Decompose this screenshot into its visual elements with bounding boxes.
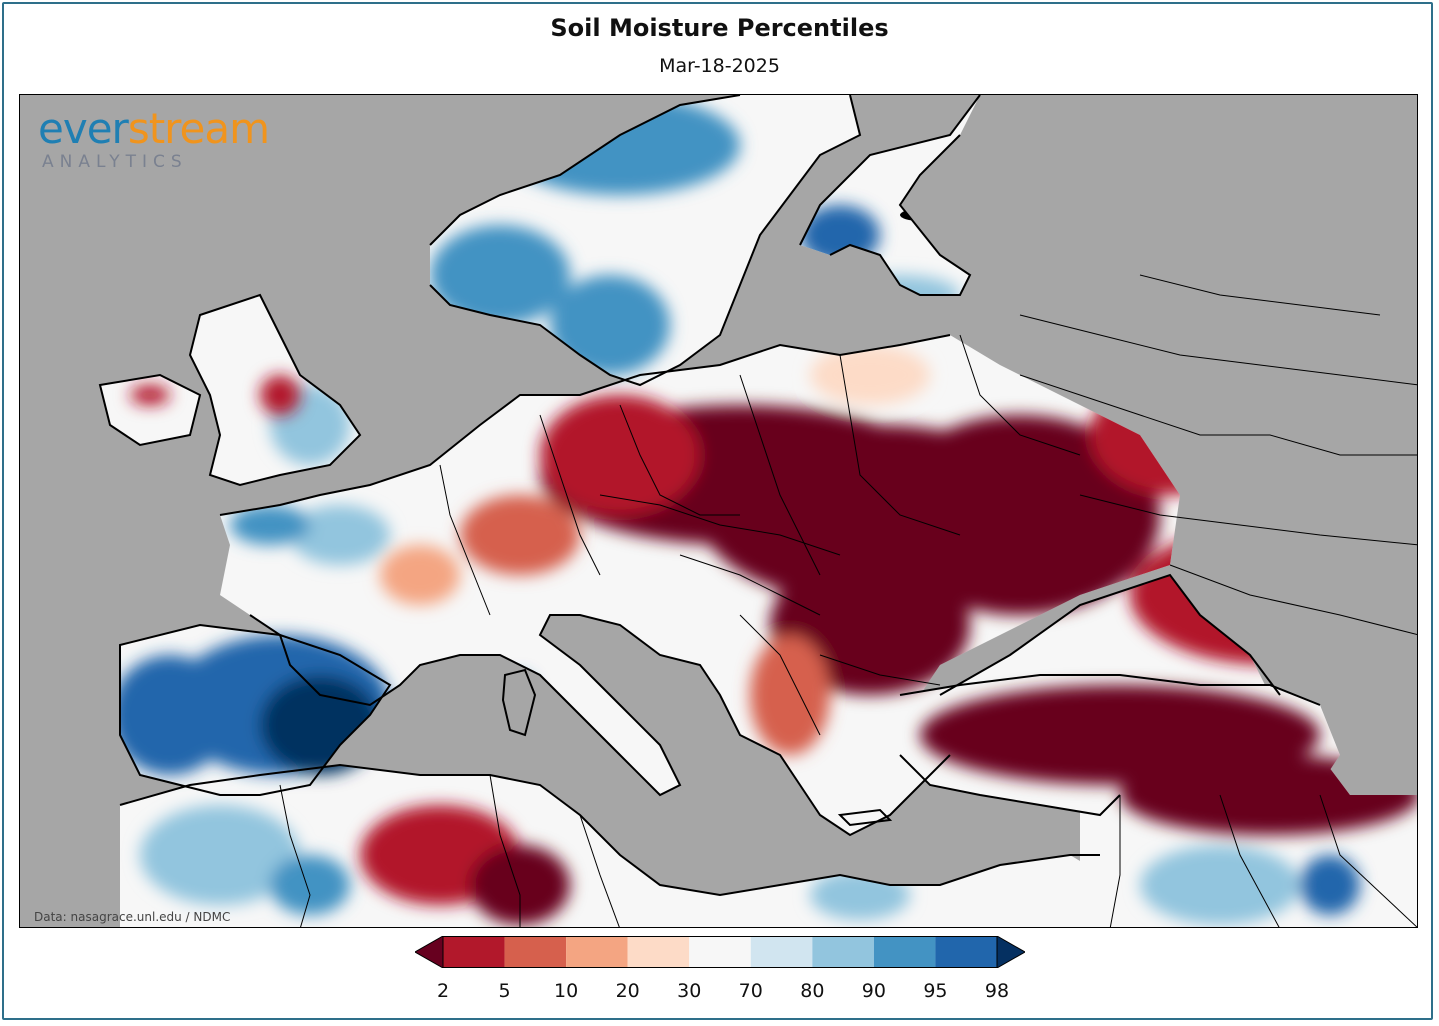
- colorbar-tick-label: 2: [436, 980, 450, 1002]
- colorbar-tick-label: 70: [738, 980, 763, 1002]
- map-title: Soil Moisture Percentiles: [550, 14, 889, 42]
- colorbar-ticks: 2 5 10 20 30 70 80 90 95 98: [0, 980, 1439, 1006]
- colorbar: [415, 936, 1025, 968]
- colorbar-bin: [812, 936, 874, 968]
- country-borders: [279, 274, 1417, 927]
- colorbar-bin: [750, 936, 813, 968]
- colorbar-outline: [442, 936, 998, 968]
- logo-wordmark: everstream: [38, 104, 270, 153]
- map-date: Mar-18-2025: [659, 55, 780, 77]
- logo-subtitle: ANALYTICS: [42, 152, 188, 172]
- colorbar-tick-label: 98: [984, 980, 1010, 1002]
- colorbar-tick-label: 90: [861, 980, 886, 1002]
- colorbar-tick-label: 5: [498, 980, 511, 1002]
- colorbar-tick-label: 20: [615, 980, 640, 1002]
- soil-moisture-map: [20, 95, 1417, 927]
- colorbar-bin: [443, 936, 505, 968]
- colorbar-bin: [935, 936, 997, 968]
- colorbar-tick-label: 80: [800, 980, 825, 1002]
- logo-part-stream: stream: [127, 104, 270, 153]
- colorbar-bin: [873, 936, 936, 968]
- colorbar-tick-label: 10: [554, 980, 579, 1002]
- map-panel: [19, 94, 1418, 928]
- colorbar-tick-label: 30: [677, 980, 702, 1002]
- colorbar-bin: [627, 936, 690, 968]
- colorbar-over-arrow: [996, 936, 1025, 968]
- colorbar-bin: [566, 936, 628, 968]
- colorbar-bin: [504, 936, 567, 968]
- colorbar-under-arrow: [415, 936, 444, 968]
- colorbar-bin: [689, 936, 751, 968]
- data-credit: Data: nasagrace.unl.edu / NDMC: [34, 910, 231, 924]
- colorbar-tick-label: 95: [923, 980, 948, 1002]
- logo-part-ever: ever: [38, 104, 129, 153]
- coastlines: [98, 95, 1321, 897]
